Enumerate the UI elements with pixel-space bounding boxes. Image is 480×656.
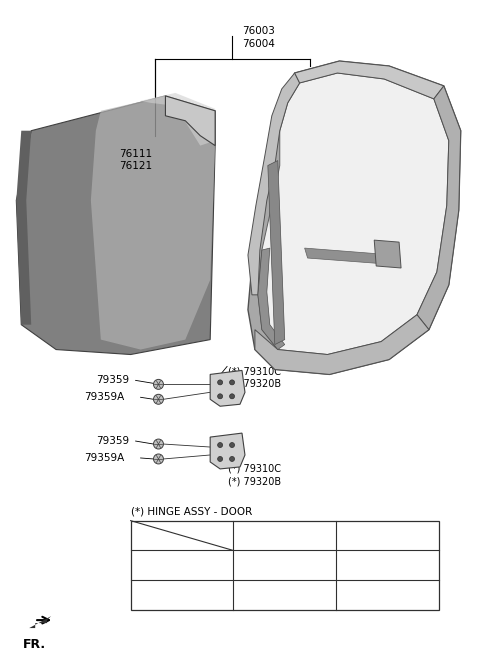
Circle shape bbox=[154, 439, 164, 449]
Text: 79320-2E000: 79320-2E000 bbox=[250, 590, 319, 600]
Polygon shape bbox=[16, 96, 215, 354]
Text: 79359: 79359 bbox=[96, 375, 129, 385]
Circle shape bbox=[154, 379, 164, 389]
Text: UPR: UPR bbox=[274, 531, 295, 541]
Polygon shape bbox=[91, 96, 215, 350]
Polygon shape bbox=[258, 73, 449, 354]
Circle shape bbox=[229, 457, 235, 461]
Circle shape bbox=[217, 380, 223, 385]
Text: (*) 79310C
(*) 79320B: (*) 79310C (*) 79320B bbox=[228, 464, 281, 486]
Polygon shape bbox=[268, 161, 285, 344]
Text: 79359A: 79359A bbox=[84, 392, 124, 402]
Text: 79310-2E000: 79310-2E000 bbox=[250, 560, 319, 571]
Polygon shape bbox=[29, 616, 51, 628]
Text: RH: RH bbox=[175, 590, 190, 600]
Text: 76111
76121: 76111 76121 bbox=[119, 149, 152, 171]
Polygon shape bbox=[210, 433, 245, 469]
Bar bbox=[131, 521, 439, 610]
Circle shape bbox=[154, 394, 164, 404]
Circle shape bbox=[217, 443, 223, 447]
Circle shape bbox=[229, 394, 235, 399]
Text: 79359A: 79359A bbox=[84, 453, 124, 463]
Polygon shape bbox=[417, 86, 461, 330]
Polygon shape bbox=[374, 240, 401, 268]
Text: LH: LH bbox=[175, 560, 189, 571]
Polygon shape bbox=[295, 61, 444, 99]
Circle shape bbox=[217, 457, 223, 461]
Polygon shape bbox=[255, 315, 429, 375]
Polygon shape bbox=[16, 131, 31, 325]
Circle shape bbox=[229, 443, 235, 447]
Text: (*) HINGE ASSY - DOOR: (*) HINGE ASSY - DOOR bbox=[131, 506, 252, 517]
Circle shape bbox=[154, 454, 164, 464]
Polygon shape bbox=[305, 248, 399, 265]
Text: FR.: FR. bbox=[23, 638, 47, 651]
Circle shape bbox=[217, 394, 223, 399]
Circle shape bbox=[229, 380, 235, 385]
Polygon shape bbox=[248, 73, 300, 295]
Polygon shape bbox=[141, 93, 215, 146]
Text: 76003
76004: 76003 76004 bbox=[242, 26, 275, 49]
Text: LWR: LWR bbox=[376, 531, 398, 541]
Text: 79310-2E000: 79310-2E000 bbox=[353, 590, 422, 600]
Polygon shape bbox=[166, 96, 215, 146]
Text: 79359: 79359 bbox=[96, 436, 129, 446]
Polygon shape bbox=[210, 371, 245, 406]
Text: 79320-2E000: 79320-2E000 bbox=[353, 560, 422, 571]
Polygon shape bbox=[258, 248, 285, 350]
Text: (*) 79310C
(*) 79320B: (*) 79310C (*) 79320B bbox=[228, 367, 281, 389]
Polygon shape bbox=[248, 61, 461, 375]
